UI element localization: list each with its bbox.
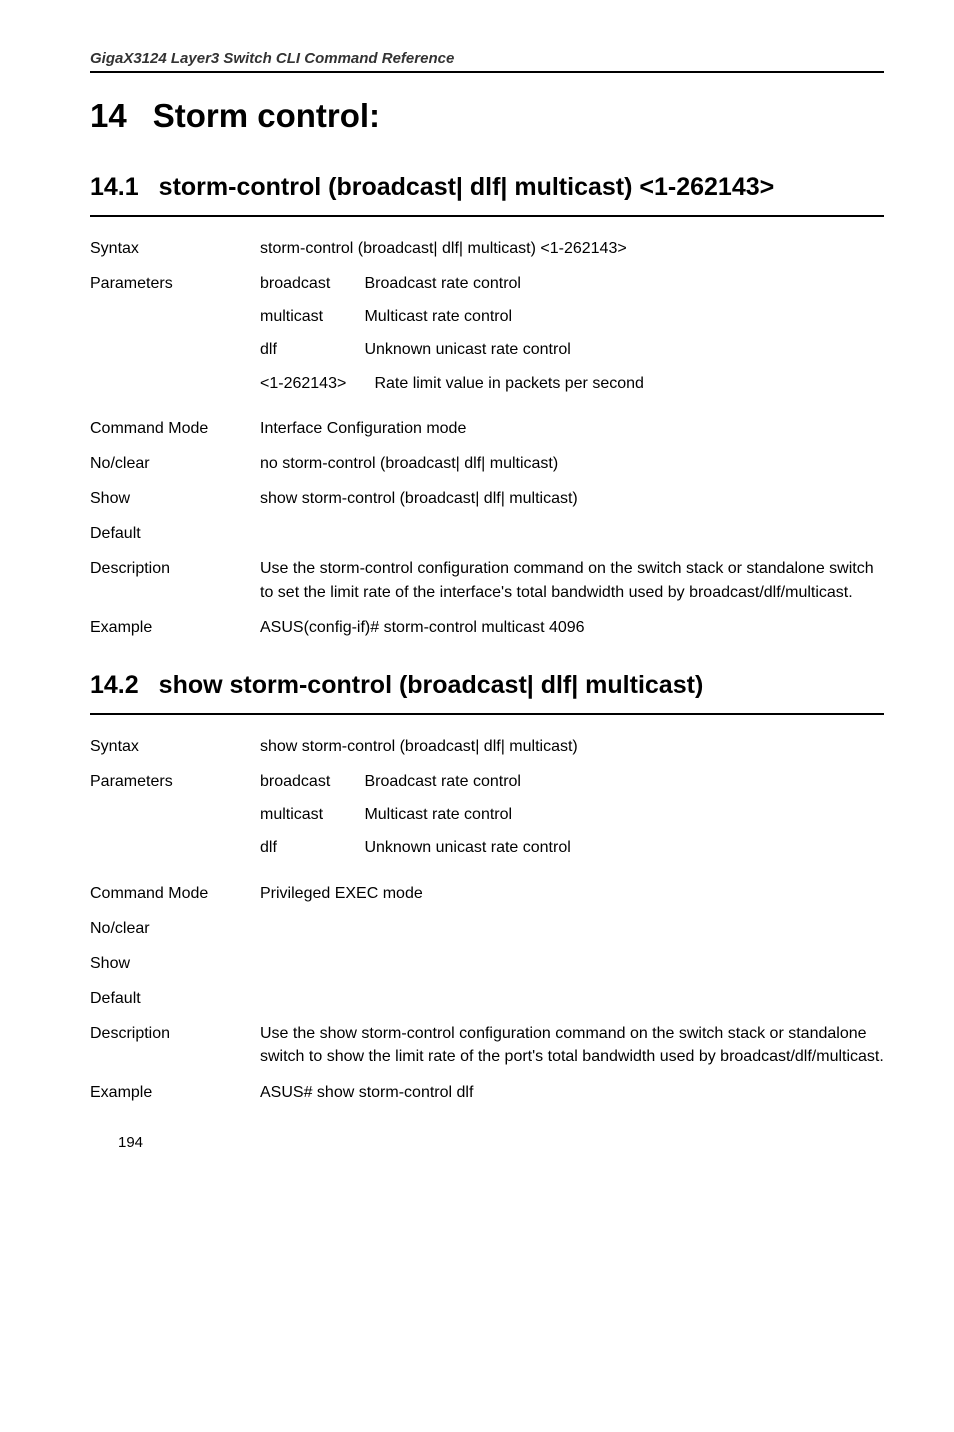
row-default: Default <box>90 522 884 545</box>
value-example: ASUS(config-if)# storm-control multicast… <box>260 616 884 639</box>
param-desc: Rate limit value in packets per second <box>374 375 643 392</box>
value-default <box>260 987 884 1010</box>
param-key: broadcast <box>260 272 360 295</box>
label-default: Default <box>90 987 260 1010</box>
value-noclear: no storm-control (broadcast| dlf| multic… <box>260 452 884 475</box>
value-description: Use the storm-control configuration comm… <box>260 557 884 603</box>
param-desc: Multicast rate control <box>364 308 512 325</box>
label-noclear: No/clear <box>90 452 260 475</box>
param-key: dlf <box>260 338 360 361</box>
value-parameters: broadcast Broadcast rate control multica… <box>260 770 884 870</box>
row-show: Show <box>90 952 884 975</box>
row-noclear: No/clear no storm-control (broadcast| dl… <box>90 452 884 475</box>
label-command-mode: Command Mode <box>90 417 260 440</box>
param-desc: Broadcast rate control <box>364 275 521 292</box>
section-number: 14.1 <box>90 171 139 205</box>
page-header: GigaX3124 Layer3 Switch CLI Command Refe… <box>90 50 884 73</box>
row-example: Example ASUS(config-if)# storm-control m… <box>90 616 884 639</box>
param-desc: Broadcast rate control <box>364 773 521 790</box>
label-noclear: No/clear <box>90 917 260 940</box>
section-heading: 14.1 storm-control (broadcast| dlf| multi… <box>90 171 884 217</box>
param-desc: Multicast rate control <box>364 806 512 823</box>
row-noclear: No/clear <box>90 917 884 940</box>
param-key: <1-262143> <box>260 372 370 395</box>
label-parameters: Parameters <box>90 272 260 405</box>
param-key: dlf <box>260 836 360 859</box>
value-command-mode: Interface Configuration mode <box>260 417 884 440</box>
value-syntax: storm-control (broadcast| dlf| multicast… <box>260 237 884 260</box>
value-parameters: broadcast Broadcast rate control multica… <box>260 272 884 405</box>
label-syntax: Syntax <box>90 735 260 758</box>
section-title: storm-control (broadcast| dlf| multicast… <box>159 171 775 205</box>
label-parameters: Parameters <box>90 770 260 870</box>
param-key: multicast <box>260 305 360 328</box>
row-show: Show show storm-control (broadcast| dlf|… <box>90 487 884 510</box>
row-example: Example ASUS# show storm-control dlf <box>90 1081 884 1104</box>
label-syntax: Syntax <box>90 237 260 260</box>
param-desc: Unknown unicast rate control <box>364 341 570 358</box>
row-parameters: Parameters broadcast Broadcast rate cont… <box>90 272 884 405</box>
value-example: ASUS# show storm-control dlf <box>260 1081 884 1104</box>
row-command-mode: Command Mode Privileged EXEC mode <box>90 882 884 905</box>
section-heading: 14.2 show storm-control (broadcast| dlf| … <box>90 669 884 715</box>
chapter-title: 14 Storm control: <box>90 97 884 135</box>
row-description: Description Use the storm-control config… <box>90 557 884 603</box>
row-description: Description Use the show storm-control c… <box>90 1022 884 1068</box>
section-number: 14.2 <box>90 669 139 703</box>
row-syntax: Syntax show storm-control (broadcast| dl… <box>90 735 884 758</box>
section-title: show storm-control (broadcast| dlf| mult… <box>159 669 704 703</box>
row-command-mode: Command Mode Interface Configuration mod… <box>90 417 884 440</box>
value-syntax: show storm-control (broadcast| dlf| mult… <box>260 735 884 758</box>
value-show: show storm-control (broadcast| dlf| mult… <box>260 487 884 510</box>
section-14-1: 14.1 storm-control (broadcast| dlf| multi… <box>90 171 884 639</box>
param-desc: Unknown unicast rate control <box>364 839 570 856</box>
label-command-mode: Command Mode <box>90 882 260 905</box>
row-syntax: Syntax storm-control (broadcast| dlf| mu… <box>90 237 884 260</box>
label-description: Description <box>90 1022 260 1068</box>
row-default: Default <box>90 987 884 1010</box>
value-default <box>260 522 884 545</box>
row-parameters: Parameters broadcast Broadcast rate cont… <box>90 770 884 870</box>
param-key: multicast <box>260 803 360 826</box>
chapter-number: 14 <box>90 97 127 134</box>
chapter-text: Storm control: <box>153 97 380 134</box>
page-footer: 194 <box>90 1134 884 1154</box>
label-default: Default <box>90 522 260 545</box>
param-key: broadcast <box>260 770 360 793</box>
value-show <box>260 952 884 975</box>
page-number: 194 <box>118 1134 143 1151</box>
label-show: Show <box>90 952 260 975</box>
label-description: Description <box>90 557 260 603</box>
label-show: Show <box>90 487 260 510</box>
label-example: Example <box>90 1081 260 1104</box>
section-14-2: 14.2 show storm-control (broadcast| dlf| … <box>90 669 884 1104</box>
value-command-mode: Privileged EXEC mode <box>260 882 884 905</box>
label-example: Example <box>90 616 260 639</box>
value-description: Use the show storm-control configuration… <box>260 1022 884 1068</box>
value-noclear <box>260 917 884 940</box>
